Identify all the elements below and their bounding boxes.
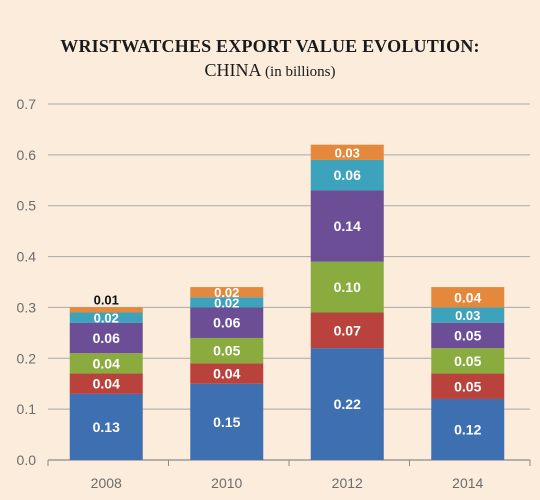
data-label: 0.05 (454, 353, 481, 369)
chart-subtitle-main: CHINA (204, 60, 261, 80)
y-tick-label: 0.6 (17, 147, 37, 163)
bar-segment (431, 398, 505, 460)
data-label: 0.02 (214, 285, 239, 300)
bar-segment (310, 261, 384, 313)
bar-segment (69, 322, 143, 354)
x-tick-label: 2008 (91, 475, 122, 491)
data-label: 0.13 (93, 419, 120, 435)
data-label: 0.05 (454, 327, 481, 343)
y-tick-label: 0.3 (17, 299, 37, 315)
bar-segment (69, 373, 143, 394)
data-label: 0.22 (334, 396, 361, 412)
y-tick-label: 0.7 (17, 96, 37, 112)
y-tick-label: 0.0 (17, 452, 37, 468)
bar-segment (310, 144, 384, 160)
bar-segment (190, 297, 264, 308)
bar-segment (431, 307, 505, 323)
bar-segment (190, 337, 264, 364)
data-label: 0.12 (454, 421, 481, 437)
data-label: 0.04 (93, 355, 120, 371)
data-label: 0.04 (93, 376, 120, 392)
chart-title: WRISTWATCHES EXPORT VALUE EVOLUTION: (60, 36, 480, 56)
bar-segment (431, 373, 505, 399)
data-label: 0.05 (213, 343, 240, 359)
data-label: 0.04 (213, 366, 240, 382)
bar-segment (69, 307, 143, 313)
data-label: 0.06 (334, 167, 361, 183)
data-label: 0.03 (335, 145, 360, 160)
data-label: 0.14 (334, 218, 361, 234)
bar-segment (190, 307, 264, 338)
bar-segment (431, 348, 505, 374)
data-label: 0.03 (455, 308, 480, 323)
bar-segment (310, 159, 384, 191)
bar-segment (190, 363, 264, 384)
bar-segment (431, 287, 505, 308)
chart-subtitle: CHINA (in billions) (0, 60, 540, 81)
y-tick-label: 0.1 (17, 401, 37, 417)
data-label: 0.01 (94, 292, 119, 307)
bar-segment (69, 312, 143, 323)
bar-segment (69, 393, 143, 460)
bar-segment (310, 348, 384, 460)
chart-subtitle-unit: (in billions) (265, 64, 336, 80)
y-tick-label: 0.2 (17, 350, 37, 366)
data-label: 0.02 (94, 311, 119, 326)
bar-segment (431, 322, 505, 349)
y-tick-label: 0.4 (17, 249, 37, 265)
y-tick-label: 0.5 (17, 198, 37, 214)
data-label: 0.06 (213, 315, 240, 331)
bar-segment (69, 353, 143, 374)
data-label: 0.15 (213, 414, 240, 430)
bar-segment (190, 287, 264, 298)
data-label: 0.06 (93, 330, 120, 346)
bar-segment (190, 383, 264, 460)
x-tick-label: 2012 (332, 475, 363, 491)
data-label: 0.10 (334, 279, 361, 295)
data-label: 0.04 (454, 289, 481, 305)
x-tick-label: 2014 (452, 475, 483, 491)
x-tick-label: 2010 (211, 475, 242, 491)
data-label: 0.05 (454, 378, 481, 394)
bar-segment (310, 190, 384, 262)
bar-segment (310, 312, 384, 349)
data-label: 0.02 (214, 295, 239, 310)
data-label: 0.07 (334, 322, 361, 338)
